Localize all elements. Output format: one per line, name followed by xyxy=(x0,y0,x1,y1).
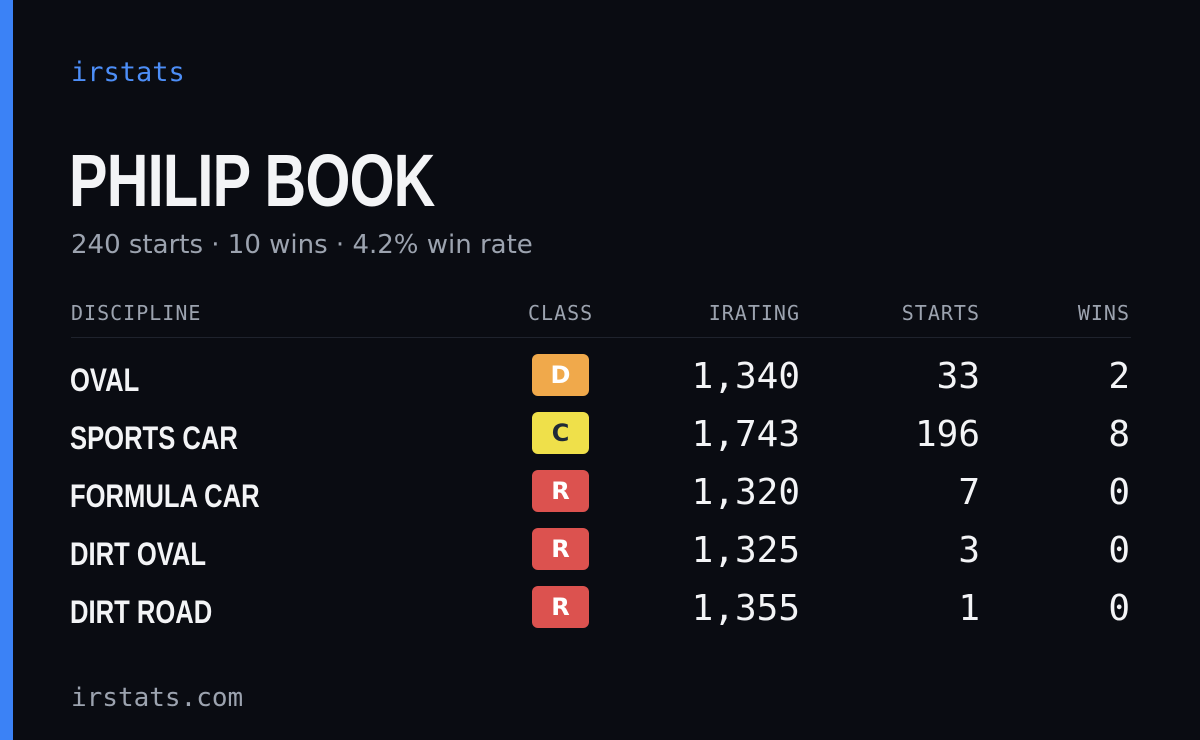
license-class-badge: R xyxy=(532,470,589,512)
irating-value: 1,743 xyxy=(691,414,800,455)
starts-value: 7 xyxy=(958,472,980,513)
wins-value: 0 xyxy=(1108,472,1130,513)
header-divider xyxy=(71,337,1131,338)
license-class-badge: C xyxy=(532,412,589,454)
accent-bar xyxy=(0,0,13,740)
wins-value: 0 xyxy=(1108,530,1130,571)
driver-summary: 240 starts · 10 wins · 4.2% win rate xyxy=(71,230,533,260)
column-header-wins: WINS xyxy=(1077,301,1130,325)
column-header-discipline: DISCIPLINE xyxy=(71,301,202,325)
discipline-name: DIRT OVAL xyxy=(70,536,207,572)
wins-value: 8 xyxy=(1108,414,1130,455)
column-header-class: CLASS xyxy=(528,301,594,325)
license-class-badge: R xyxy=(532,528,589,570)
license-class-badge: D xyxy=(532,354,589,396)
table-row: DIRT OVAL R 1,325 3 0 xyxy=(0,528,1200,586)
wins-value: 0 xyxy=(1108,588,1130,629)
wins-value: 2 xyxy=(1108,356,1130,397)
license-class-badge: R xyxy=(532,586,589,628)
footer-url: irstats.com xyxy=(71,683,244,713)
discipline-name: FORMULA CAR xyxy=(70,478,260,514)
discipline-name: DIRT ROAD xyxy=(70,594,213,630)
starts-value: 196 xyxy=(914,414,980,455)
irating-value: 1,325 xyxy=(691,530,800,571)
table-row: FORMULA CAR R 1,320 7 0 xyxy=(0,470,1200,528)
driver-name: PHILIP BOOK xyxy=(69,139,435,222)
irating-value: 1,320 xyxy=(691,472,800,513)
column-header-irating: IRATING xyxy=(708,301,800,325)
brand-logo: irstats xyxy=(71,57,185,88)
column-header-starts: STARTS xyxy=(901,301,980,325)
discipline-name: SPORTS CAR xyxy=(70,420,238,456)
starts-value: 33 xyxy=(936,356,980,397)
irating-value: 1,340 xyxy=(691,356,800,397)
table-row: DIRT ROAD R 1,355 1 0 xyxy=(0,586,1200,644)
discipline-name: OVAL xyxy=(70,362,140,398)
irating-value: 1,355 xyxy=(691,588,800,629)
table-row: OVAL D 1,340 33 2 xyxy=(0,354,1200,412)
starts-value: 3 xyxy=(958,530,980,571)
starts-value: 1 xyxy=(958,588,980,629)
table-row: SPORTS CAR C 1,743 196 8 xyxy=(0,412,1200,470)
